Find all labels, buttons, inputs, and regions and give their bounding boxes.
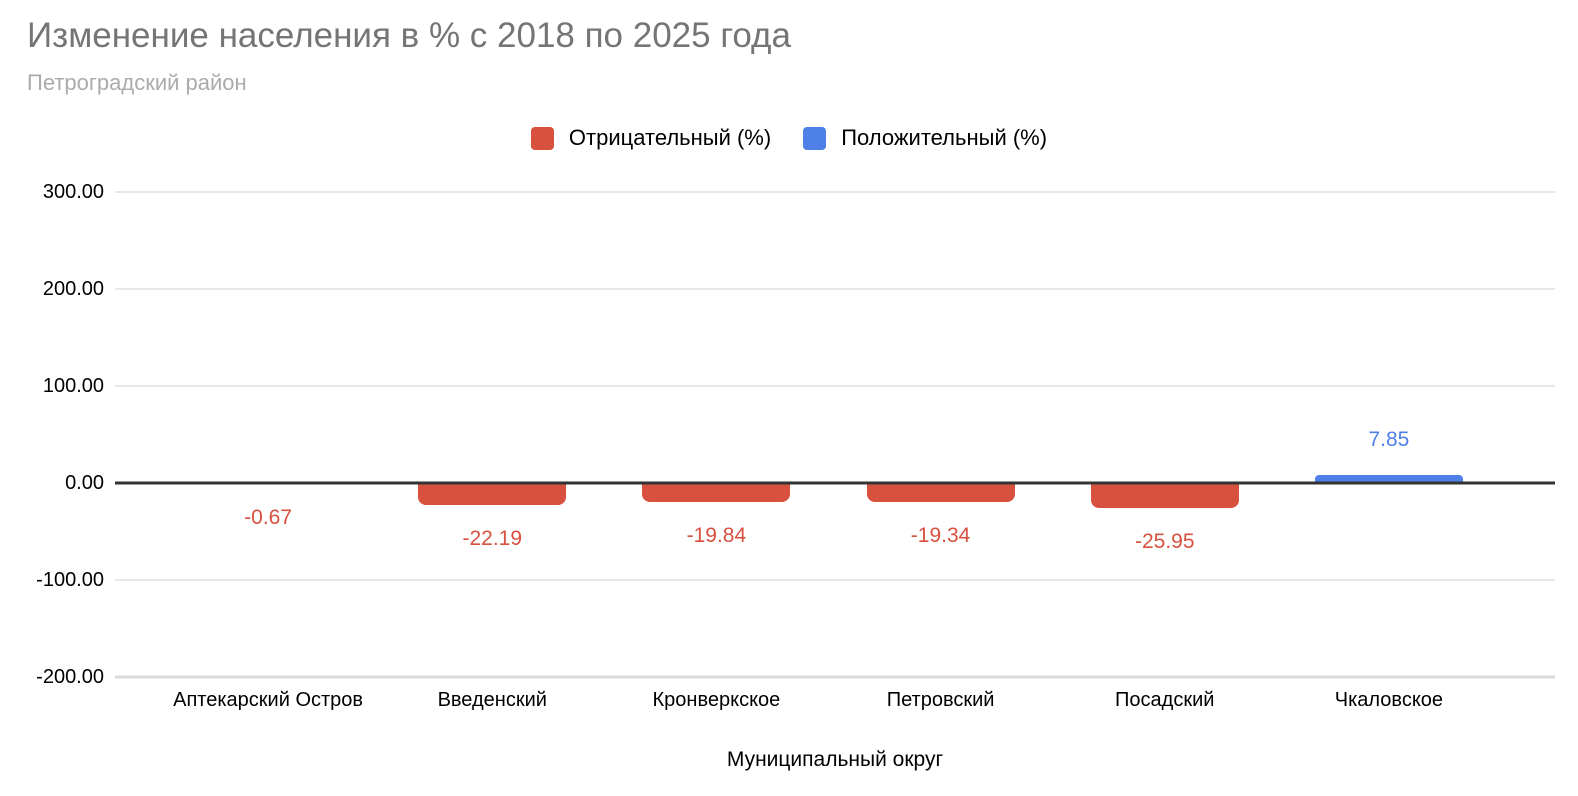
bar-value-label: -0.67 [244, 506, 293, 529]
legend-item[interactable]: Отрицательный (%) [530, 125, 772, 151]
legend-item[interactable]: Положительный (%) [803, 125, 1047, 151]
zero-axis-line [115, 481, 1555, 485]
x-category-label: Кронверкское [652, 689, 781, 711]
chart-subtitle: Петроградский район [27, 70, 247, 95]
chart-bar[interactable] [1314, 475, 1463, 483]
chart-bar[interactable] [642, 483, 791, 503]
x-category-label: Посадский [1115, 689, 1215, 711]
gridline [115, 385, 1555, 387]
gridline [115, 288, 1555, 290]
plot-area: -0.67 -22.19 -19.84 -19.34 -25.95 7.85 [115, 191, 1555, 679]
bar-value-label: -22.19 [462, 526, 523, 550]
legend-item-label: Отрицательный (%) [568, 125, 772, 150]
chart-bar[interactable] [418, 483, 567, 505]
chart-bar[interactable] [1090, 483, 1239, 509]
legend-item-label: Положительный (%) [841, 125, 1048, 150]
y-tick-label: 200.00 [42, 278, 104, 300]
bar-value-label: -19.84 [686, 524, 747, 548]
bar-value-label: -25.95 [1134, 530, 1195, 554]
x-category-label: Введенский [437, 689, 547, 711]
bar-value-label: 7.85 [1368, 428, 1410, 452]
legend-swatch-icon [803, 126, 827, 150]
x-category-label: Петровский [886, 689, 995, 711]
chart-title: Изменение населения в % с 2018 по 2025 г… [27, 16, 791, 55]
x-category-label: Аптекарский Остров [173, 689, 364, 711]
y-tick-label: 100.00 [42, 375, 104, 397]
y-tick-label: 0.00 [65, 472, 104, 494]
x-axis-title: Муниципальный округ [726, 748, 944, 771]
y-tick-label: -200.00 [36, 666, 104, 688]
chart-bar[interactable] [866, 483, 1015, 502]
y-tick-label: 300.00 [42, 181, 104, 203]
gridline [115, 675, 1555, 679]
gridline [115, 191, 1555, 193]
gridline [115, 579, 1555, 581]
legend: Отрицательный (%) Положительный (%) [0, 125, 1578, 151]
y-tick-label: -100.00 [36, 569, 104, 591]
legend-swatch-icon [530, 126, 554, 150]
x-category-label: Чкаловское [1334, 689, 1444, 711]
bar-value-label: -19.34 [910, 523, 971, 547]
